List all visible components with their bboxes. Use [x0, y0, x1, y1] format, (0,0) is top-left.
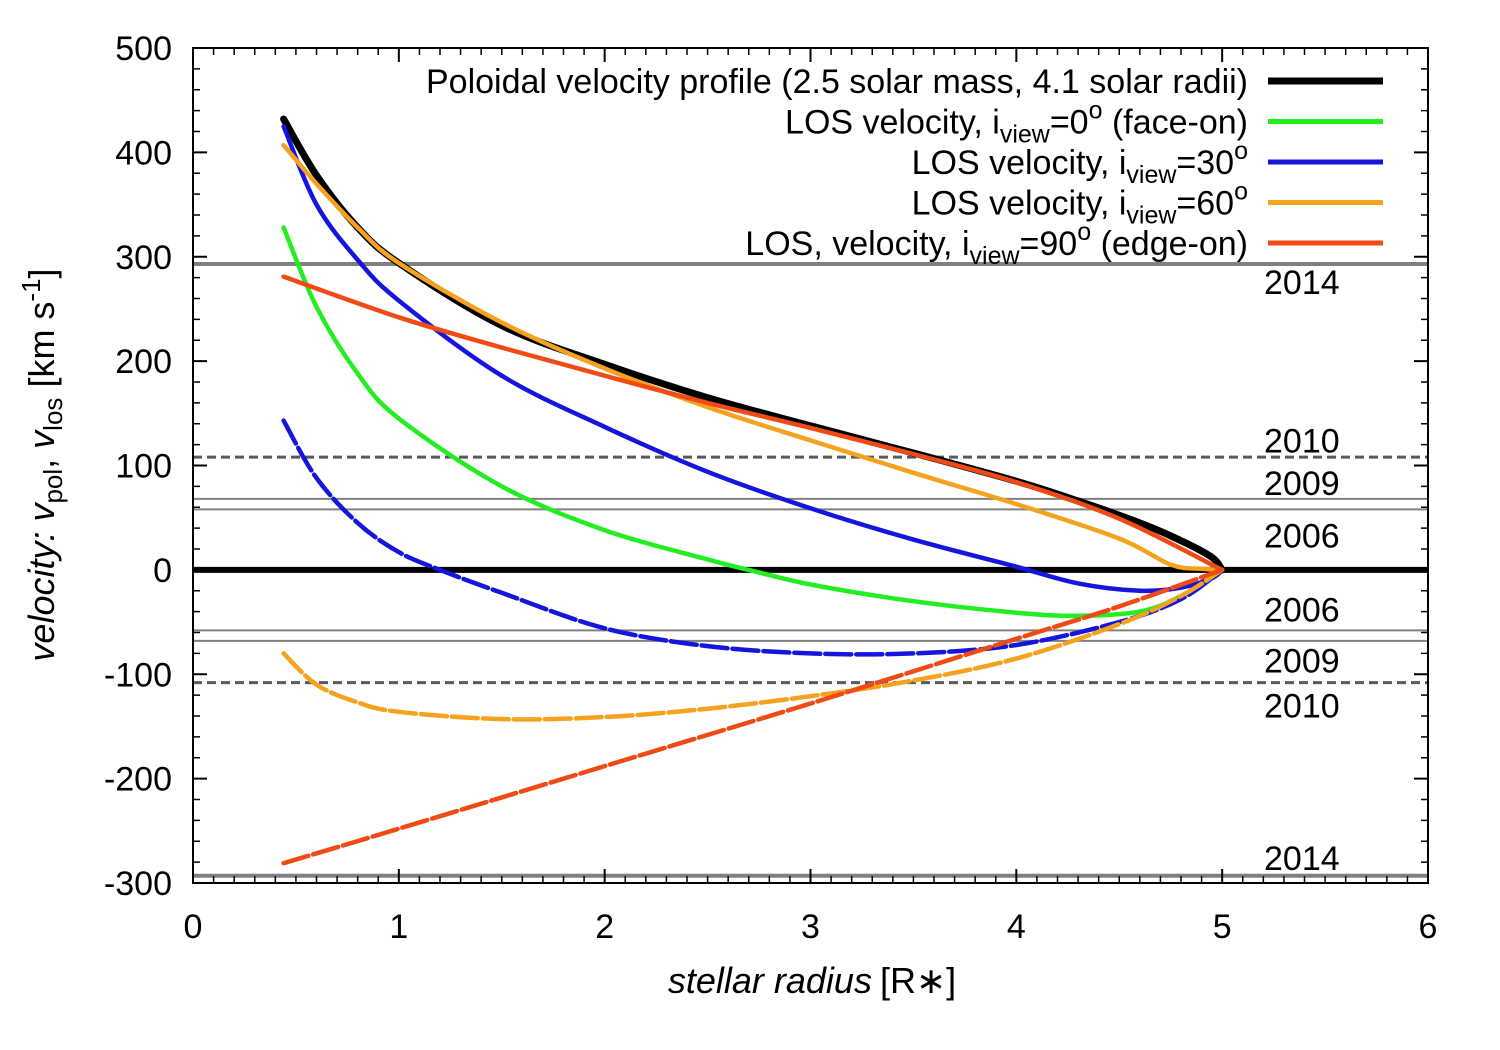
y-axis-title-unit-sup: -1 — [16, 278, 46, 301]
y-axis-title-v1: v — [21, 502, 62, 522]
series-line-i90 — [281, 274, 1225, 573]
legend-text-part: o — [1234, 137, 1248, 165]
y-axis-title-v2: v — [21, 429, 62, 449]
legend-text-part: view — [1126, 161, 1177, 189]
y-tick-label-3: 200 — [115, 343, 172, 381]
series-line-i90b — [281, 567, 1225, 866]
legend-text-part: Poloidal velocity profile (2.5 solar mas… — [426, 63, 1248, 101]
year-label-3: 2006 — [1264, 517, 1340, 555]
x-tick-label-3: 3 — [801, 908, 820, 946]
legend-text-part: o — [1234, 178, 1248, 206]
y-tick-label-5: 0 — [153, 552, 172, 590]
legend-text-part: view — [1126, 202, 1177, 230]
year-labels: 2014 2010 2009 2006 2006 2009 2010 2014 — [1264, 264, 1340, 878]
x-tick-label-1: 1 — [389, 908, 408, 946]
legend-text-part: =60 — [1176, 185, 1234, 223]
plot-frame — [192, 47, 1429, 884]
year-label-7: 2010 — [1264, 688, 1340, 726]
y-axis-title-unit-post: ] — [21, 268, 62, 278]
legend-text-part: LOS velocity, i — [912, 185, 1127, 223]
plot-border — [192, 47, 1429, 884]
legend-label-i60: LOS velocity, iview=60o — [912, 178, 1248, 230]
year-label-6: 2009 — [1264, 643, 1340, 681]
y-axis-title-v1-sub: pol — [38, 469, 68, 504]
y-tick-label-8: -300 — [104, 865, 172, 903]
year-label-8: 2014 — [1264, 840, 1340, 878]
legend-text-part: (face-on) — [1103, 104, 1249, 142]
legend-text-part: (edge-on) — [1091, 225, 1248, 263]
x-axis-title-main: stellar radius — [668, 960, 872, 1001]
x-axis-title: stellar radius [R∗] — [668, 960, 956, 1001]
legend: Poloidal velocity profile (2.5 solar mas… — [426, 63, 1383, 270]
year-label-2: 2009 — [1264, 465, 1340, 503]
series-line-i30b — [281, 418, 1225, 657]
y-tick-label-1: 400 — [115, 134, 172, 172]
x-tick-label-2: 2 — [595, 908, 614, 946]
reference-lines — [193, 262, 1428, 878]
legend-text-part: o — [1089, 97, 1103, 125]
x-tick-label-0: 0 — [184, 908, 203, 946]
year-label-0: 2014 — [1264, 264, 1340, 302]
series-line-i60 — [281, 142, 1225, 573]
x-tick-label-6: 6 — [1419, 908, 1438, 946]
legend-text-part: LOS, velocity, i — [745, 225, 969, 263]
y-axis-title-unit-pre: [km s — [21, 302, 62, 398]
x-axis-title-unit: [R∗] — [880, 960, 956, 1001]
data-series — [280, 115, 1226, 866]
y-axis-title: velocity: vpol, vlos [km s-1] — [16, 268, 68, 661]
series-line-i30 — [281, 124, 1225, 594]
legend-text-part: LOS velocity, i — [785, 104, 1000, 142]
y-tick-label-6: -100 — [104, 656, 172, 694]
legend-text-part: view — [970, 242, 1021, 270]
legend-text-part: view — [1000, 121, 1051, 149]
legend-text-part: =0 — [1050, 104, 1089, 142]
y-tick-label-0: 500 — [115, 30, 172, 68]
year-label-5: 2006 — [1264, 592, 1340, 630]
series-line-i60b — [281, 567, 1225, 722]
legend-label-i30: LOS velocity, iview=30o — [912, 137, 1248, 189]
year-label-1: 2010 — [1264, 422, 1340, 460]
y-axis-title-prefix: velocity: — [21, 522, 62, 662]
legend-text-part: o — [1077, 218, 1091, 246]
y-tick-label-4: 100 — [115, 448, 172, 486]
y-axis-title-v2-sub: los — [38, 398, 68, 431]
legend-text-part: =30 — [1176, 144, 1234, 182]
legend-label-pol: Poloidal velocity profile (2.5 solar mas… — [426, 63, 1248, 101]
legend-label-i0: LOS velocity, iview=0o (face-on) — [785, 97, 1248, 149]
axis-ticks: 0 1 2 3 4 5 6 500 400 300 200 100 0 -100 -200 -300 — [104, 30, 1438, 946]
x-tick-label-5: 5 — [1213, 908, 1232, 946]
y-axis-title-sep: , — [21, 449, 62, 469]
y-tick-label-7: -200 — [104, 761, 172, 799]
legend-label-i90: LOS, velocity, iview=90o (edge-on) — [745, 218, 1248, 270]
y-tick-label-2: 300 — [115, 239, 172, 277]
legend-text-part: LOS velocity, i — [912, 144, 1127, 182]
x-tick-label-4: 4 — [1007, 908, 1026, 946]
legend-text-part: =90 — [1020, 225, 1078, 263]
